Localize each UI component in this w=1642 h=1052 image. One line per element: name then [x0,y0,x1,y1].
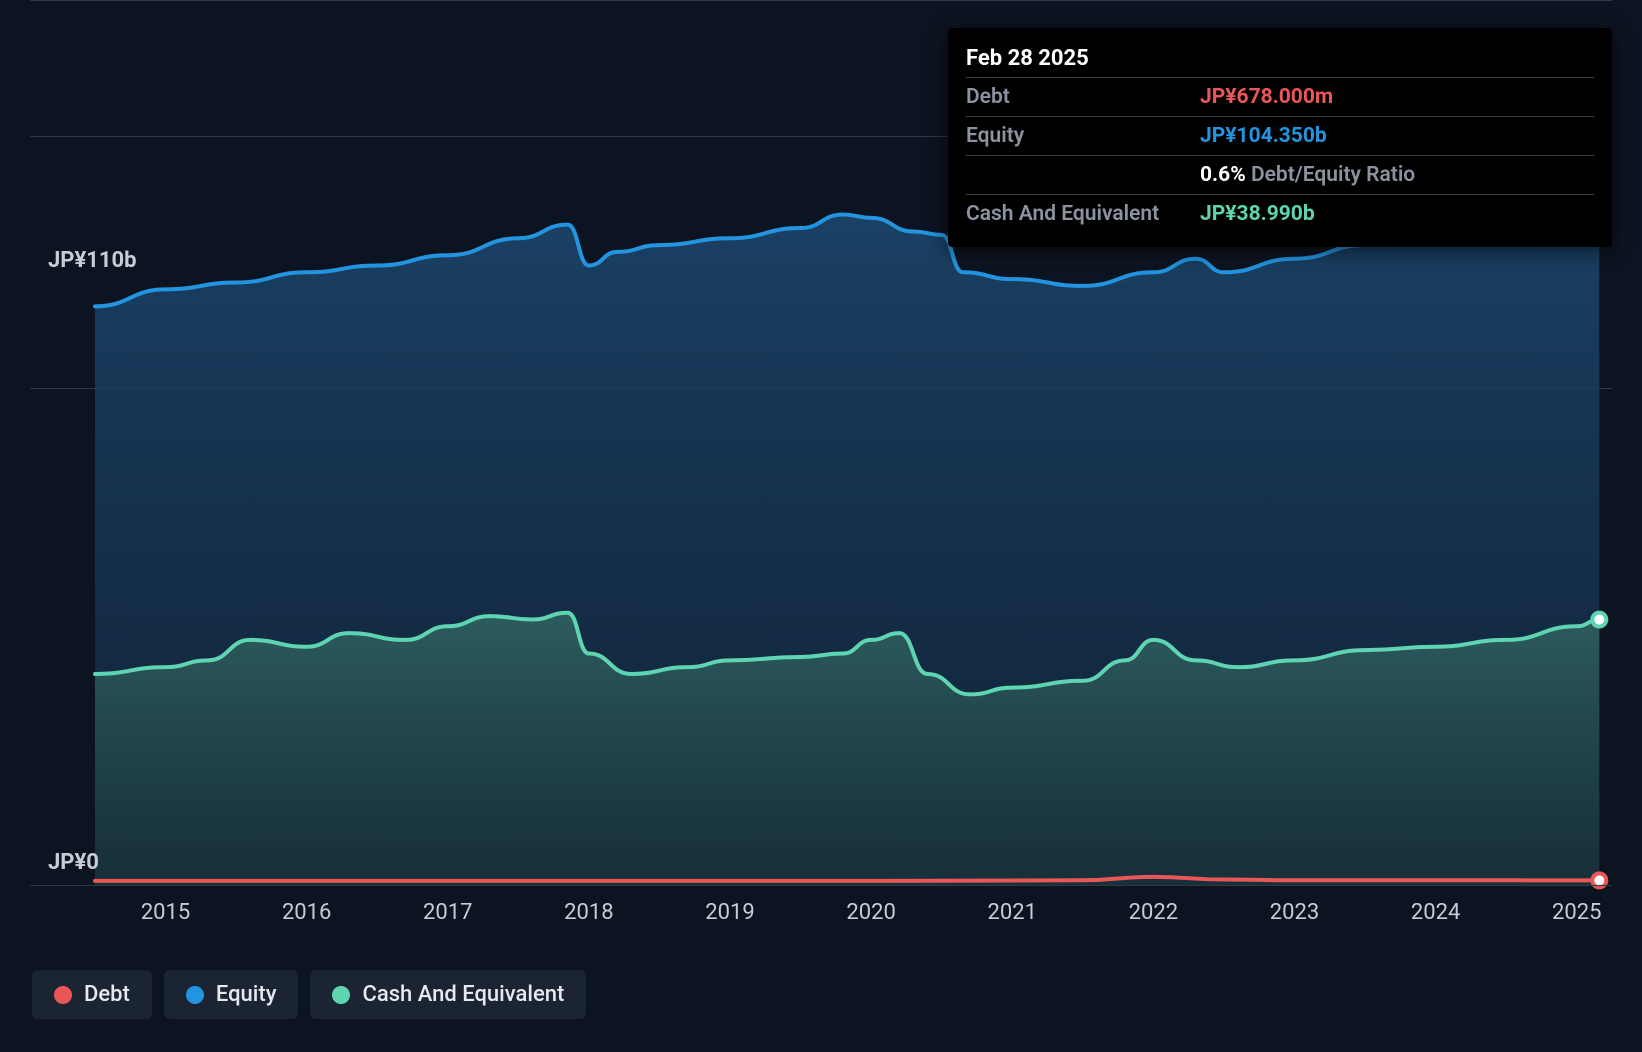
legend-label: Debt [84,982,130,1007]
chart-tooltip: Feb 28 2025 Debt JP¥678.000m Equity JP¥1… [948,28,1612,247]
x-axis-label: 2025 [1552,900,1601,925]
gridline [30,885,1612,886]
x-axis-label: 2015 [141,900,190,925]
x-axis-label: 2017 [423,900,472,925]
tooltip-row-cash: Cash And Equivalent JP¥38.990b [966,195,1594,233]
gridline [30,388,1612,389]
tooltip-row-debt: Debt JP¥678.000m [966,78,1594,117]
legend-item-cash-and-equivalent[interactable]: Cash And Equivalent [310,970,586,1019]
legend-dot-icon [54,986,72,1004]
legend-dot-icon [332,986,350,1004]
x-axis-labels: 2015 2016 2017 2018 2019 2020 2021 2022 2023 2024… [30,900,1612,930]
x-axis-label: 2018 [564,900,613,925]
tooltip-row-ratio: 0.6% Debt/Equity Ratio [966,156,1594,195]
tooltip-label: Debt [966,85,1200,109]
tooltip-ratio-pct: 0.6% [1200,163,1246,187]
tooltip-label: Cash And Equivalent [966,202,1200,226]
tooltip-row-equity: Equity JP¥104.350b [966,117,1594,156]
x-axis-label: 2019 [705,900,754,925]
legend-dot-icon [186,986,204,1004]
x-axis-label: 2021 [988,900,1037,925]
tooltip-value: JP¥38.990b [1200,202,1315,226]
y-axis-label-bottom: JP¥0 [48,850,99,875]
x-axis-label: 2023 [1270,900,1319,925]
x-axis-label: 2022 [1129,900,1178,925]
tooltip-ratio-label: Debt/Equity Ratio [1251,163,1415,187]
x-axis-label: 2016 [282,900,331,925]
tooltip-value: JP¥678.000m [1200,85,1333,109]
y-axis-label-top: JP¥110b [48,248,137,273]
tooltip-ratio: 0.6% Debt/Equity Ratio [1200,163,1415,187]
chart-legend: Debt Equity Cash And Equivalent [32,970,586,1019]
tooltip-value: JP¥104.350b [1200,124,1327,148]
tooltip-label: Equity [966,124,1200,148]
x-axis-label: 2024 [1411,900,1460,925]
legend-label: Equity [216,982,277,1007]
debt-equity-chart: JP¥110b JP¥0 2015 2016 2017 2018 2019 2020 202… [0,0,1642,1052]
legend-label: Cash And Equivalent [362,982,564,1007]
x-axis-label: 2020 [846,900,895,925]
legend-item-equity[interactable]: Equity [164,970,299,1019]
tooltip-date: Feb 28 2025 [966,40,1594,78]
gridline [30,0,1612,1]
legend-item-debt[interactable]: Debt [32,970,152,1019]
